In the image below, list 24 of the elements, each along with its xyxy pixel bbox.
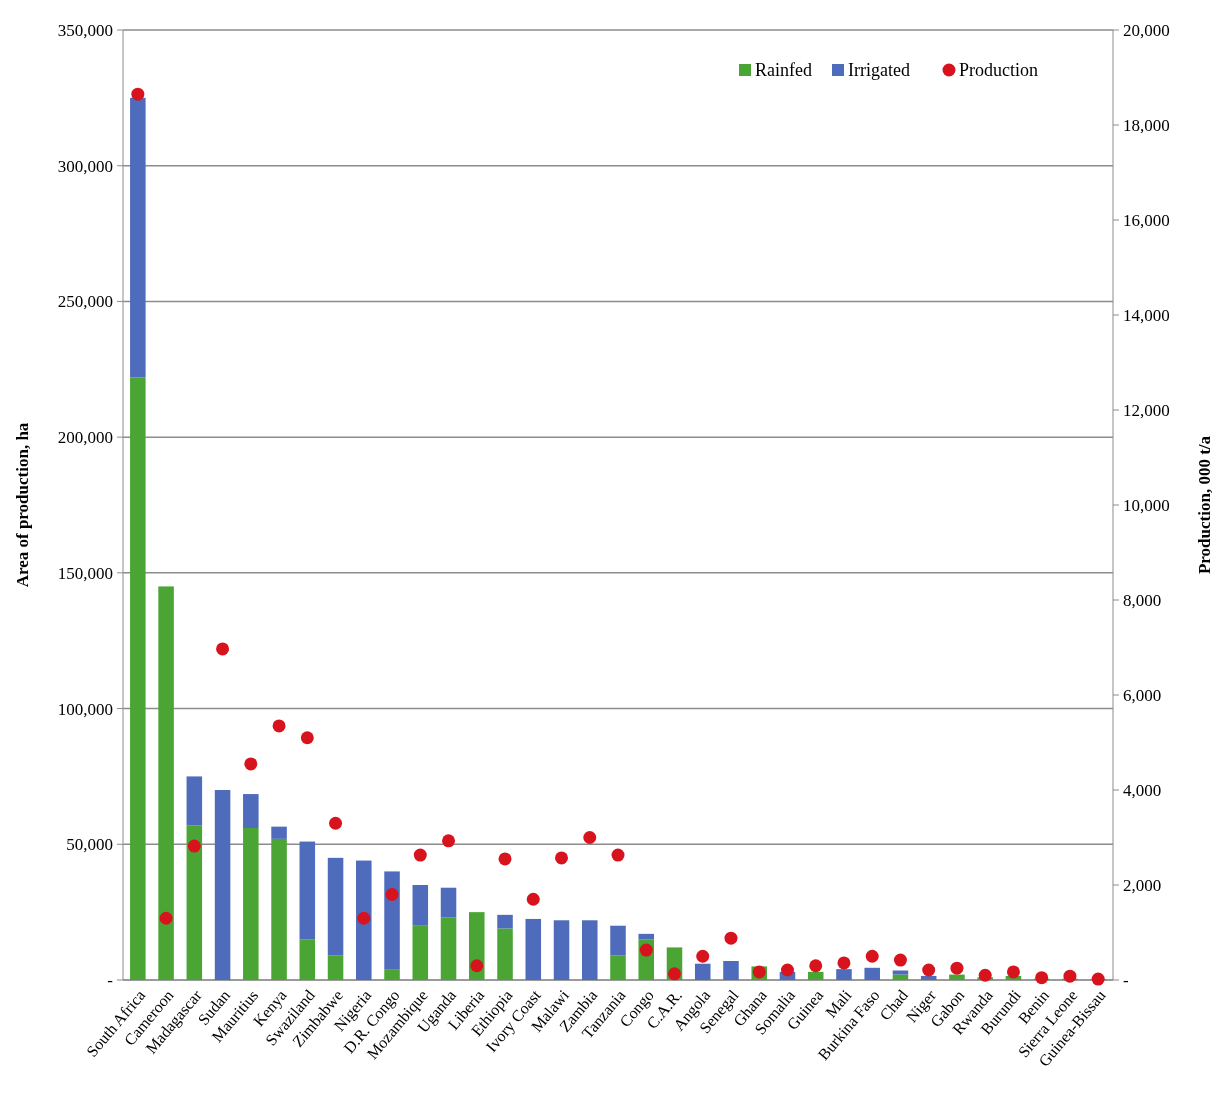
y2-tick-label: 2,000: [1123, 875, 1162, 895]
y2-tick-label: 14,000: [1123, 305, 1170, 325]
y-tick-label: 300,000: [57, 156, 113, 176]
y-tick-label: 350,000: [57, 20, 113, 40]
y2-tick-label: 20,000: [1123, 20, 1170, 40]
y-tick-label: 200,000: [57, 428, 113, 448]
y-tick-label: 150,000: [57, 563, 113, 583]
y2-tick-label: 10,000: [1123, 495, 1170, 515]
y2-tick-label: 16,000: [1123, 210, 1170, 230]
y2-tick-label: 4,000: [1123, 780, 1162, 800]
legend-label: Production: [959, 60, 1038, 81]
y-tick-label: 50,000: [66, 835, 113, 855]
y2-tick-label: 12,000: [1123, 400, 1170, 420]
y2-tick-label: 6,000: [1123, 685, 1162, 705]
y2-tick-label: 8,000: [1123, 590, 1162, 610]
y-tick-label: 250,000: [57, 292, 113, 312]
legend-label: Rainfed: [755, 60, 812, 81]
y2-axis-title: Production, 000 t/a: [1195, 435, 1214, 575]
y2-tick-label: -: [1123, 970, 1129, 990]
y2-tick-label: 18,000: [1123, 115, 1170, 135]
legend-label: Irrigated: [848, 60, 910, 81]
y-tick-label: 100,000: [57, 699, 113, 719]
y-axis-title: Area of production, ha: [13, 422, 32, 588]
y-tick-label: -: [107, 970, 114, 990]
